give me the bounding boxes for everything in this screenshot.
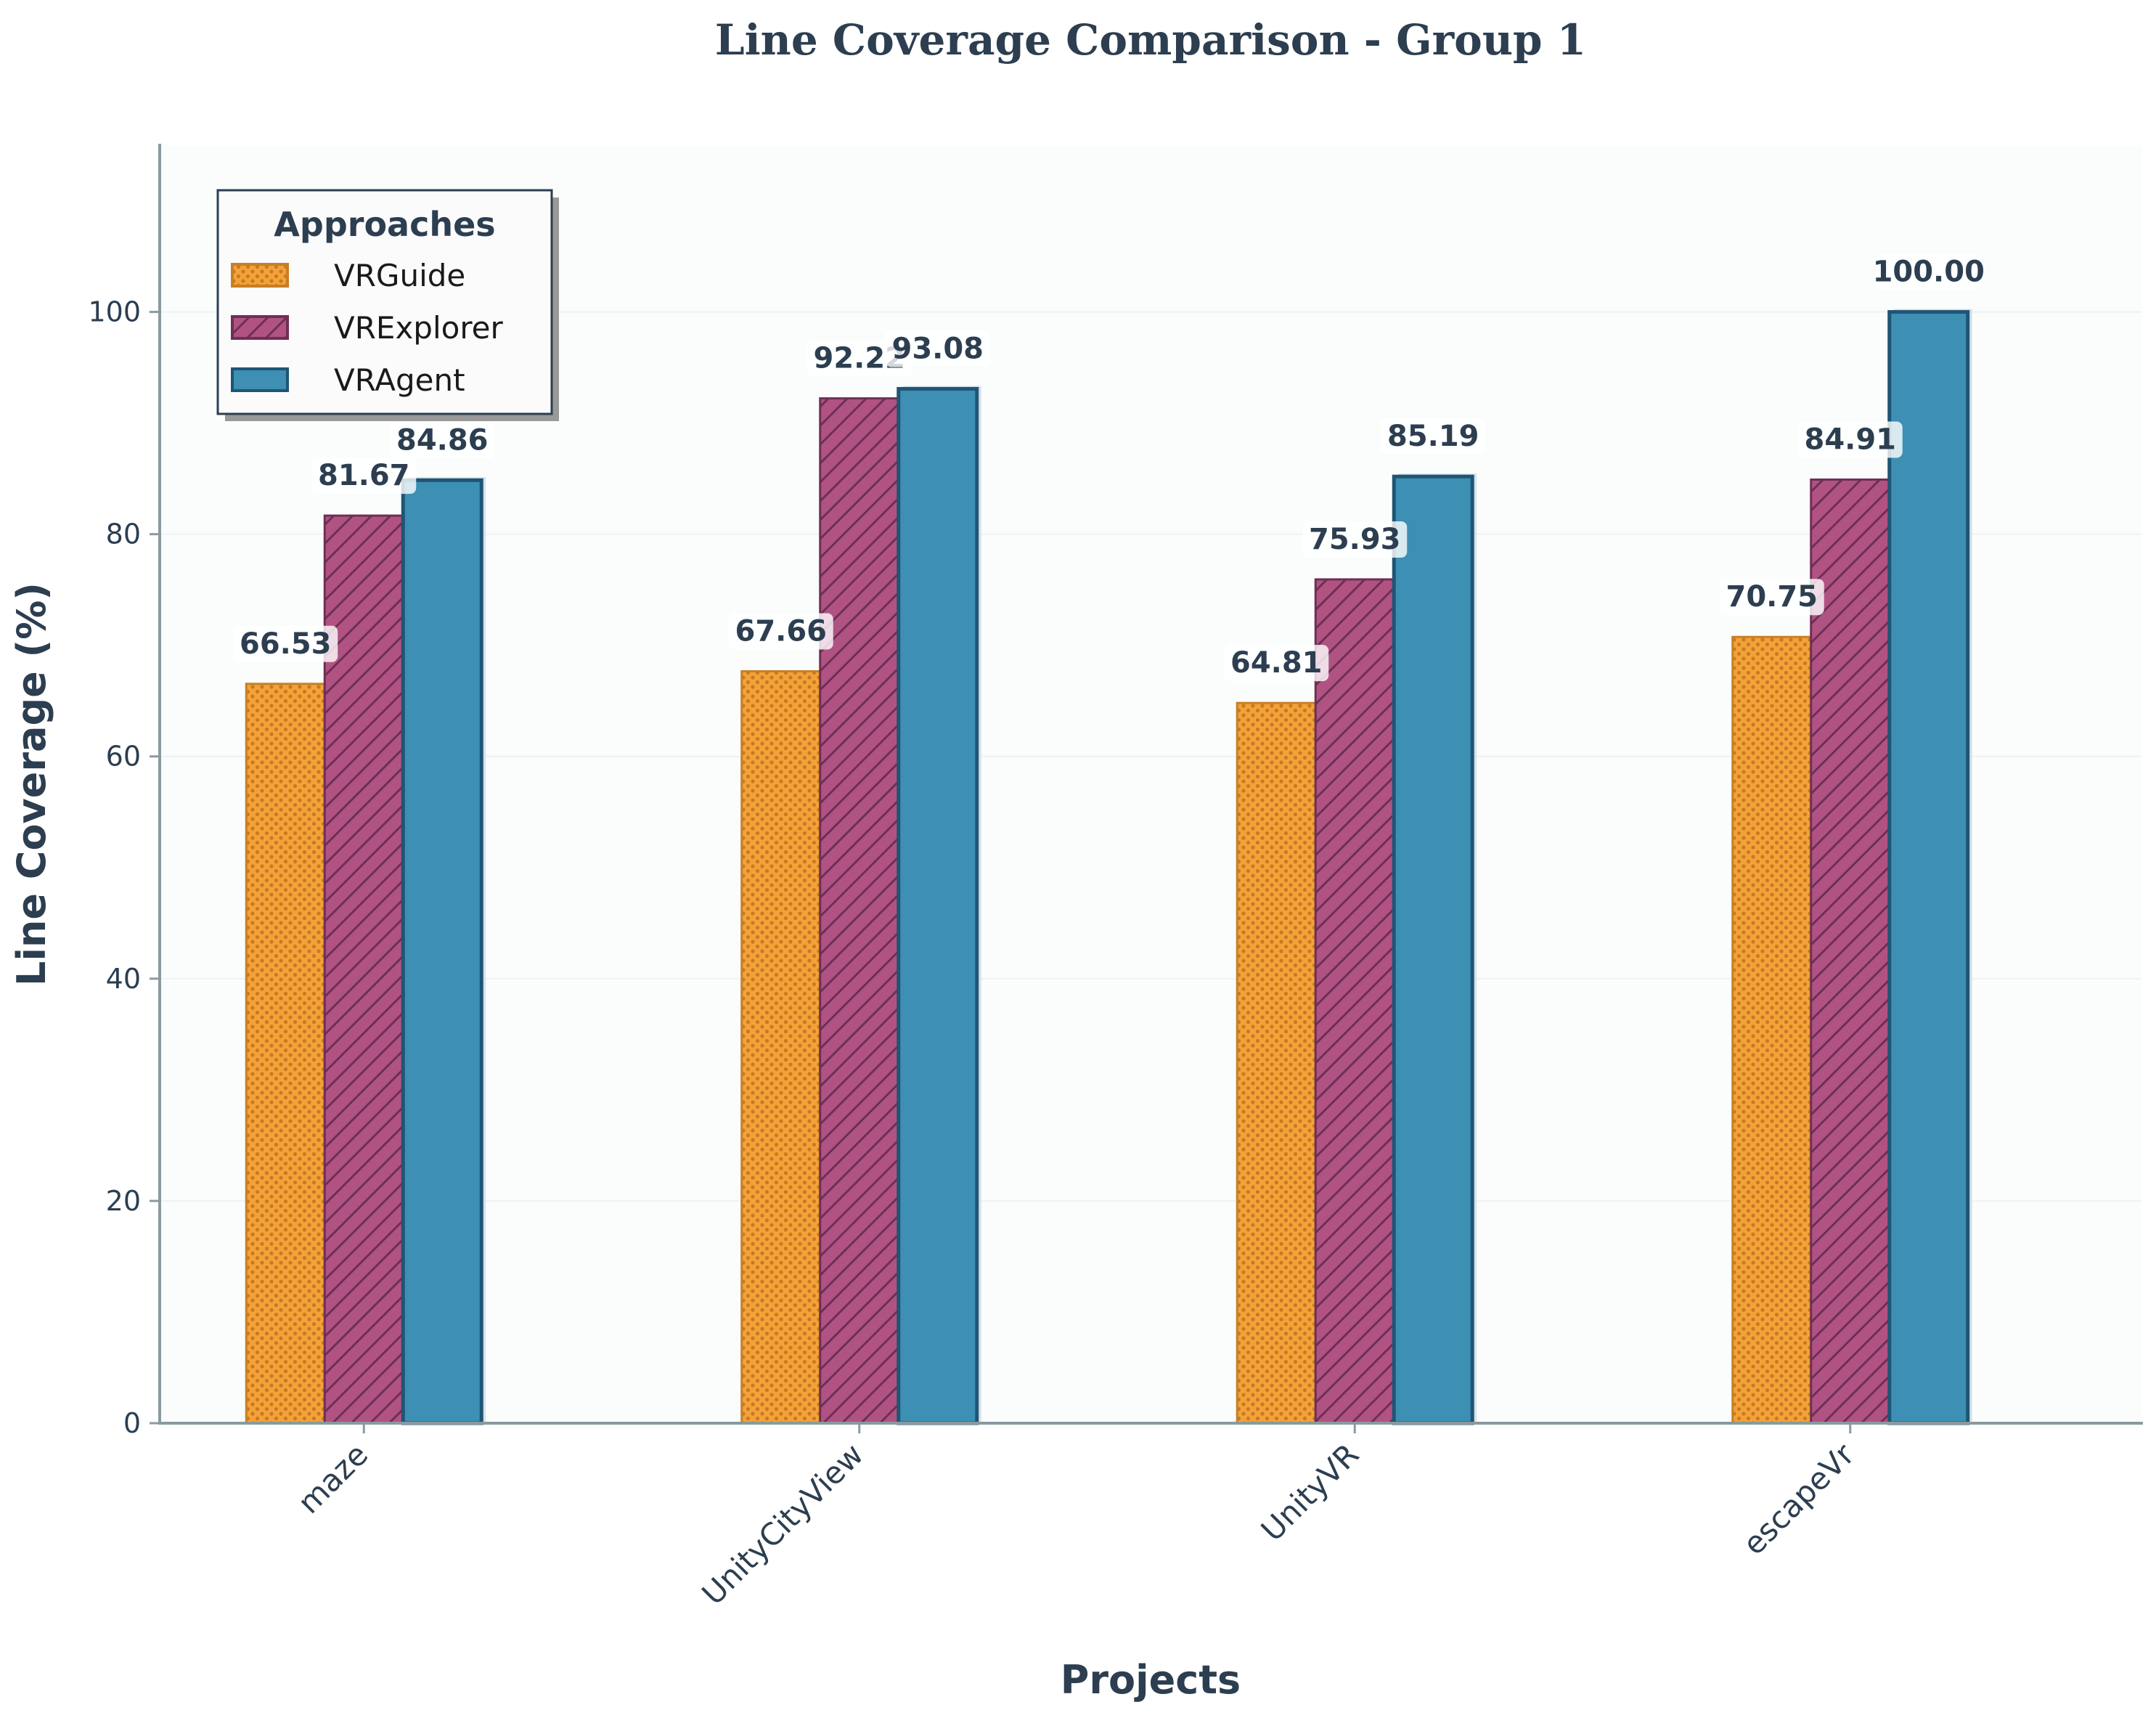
- value-label: 93.08: [891, 332, 984, 365]
- x-tick-label: escapeVr: [1736, 1436, 1861, 1562]
- value-label-box: [311, 457, 417, 494]
- legend-swatch-outline: [231, 367, 289, 392]
- y-tick-label: 20: [106, 1185, 141, 1217]
- bar-vragent: [403, 480, 482, 1423]
- value-label: 85.19: [1387, 420, 1479, 453]
- y-ticks: 0 20 40 60 80 100: [88, 296, 160, 1439]
- legend-label: VRExplorer: [334, 310, 504, 346]
- value-label-box: [1224, 645, 1329, 682]
- x-tick-label: maze: [291, 1436, 375, 1520]
- y-tick-label: 40: [106, 963, 141, 995]
- legend-swatch-outline: [231, 315, 289, 340]
- value-label: 81.67: [318, 459, 410, 492]
- value-label: 75.93: [1309, 523, 1401, 556]
- value-label-box: [1719, 579, 1824, 616]
- bar-hatch: [741, 671, 820, 1423]
- chart-title: Line Coverage Comparison - Group 1: [715, 15, 1586, 65]
- bar-hatch: [324, 516, 404, 1423]
- bar-hatch: [246, 683, 325, 1423]
- legend-swatch: [232, 369, 287, 391]
- bar-vragent: [1394, 476, 1473, 1423]
- value-label-box: [885, 330, 990, 367]
- x-axis-label: Projects: [1061, 1657, 1241, 1703]
- value-label-box: [728, 613, 833, 650]
- legend-title: Approaches: [274, 205, 495, 244]
- y-tick-label: 0: [123, 1407, 141, 1439]
- bar-hatch: [1315, 579, 1395, 1423]
- x-ticks: maze UnityCityView UnityVR escapeVr: [291, 1423, 1861, 1612]
- value-label-box: [1797, 421, 1903, 458]
- bar-hatch: [1732, 637, 1811, 1423]
- value-label-box: [390, 422, 495, 459]
- value-label-box: [1381, 418, 1486, 455]
- value-label-box: [1302, 521, 1408, 558]
- x-tick-label: UnityVR: [1254, 1436, 1366, 1548]
- y-axis-label: Line Coverage (%): [9, 582, 54, 986]
- y-tick-label: 60: [106, 741, 141, 773]
- value-label-box: [1876, 253, 1981, 290]
- bar-hatch: [820, 398, 899, 1423]
- value-label: 70.75: [1726, 580, 1818, 614]
- value-label: 64.81: [1230, 646, 1323, 680]
- y-tick-label: 80: [106, 518, 141, 550]
- legend-label: VRAgent: [334, 362, 465, 398]
- legend-swatch-hatch: [232, 317, 287, 338]
- y-tick-label: 100: [88, 296, 141, 328]
- value-label: 84.86: [396, 423, 489, 457]
- value-label: 66.53: [240, 627, 332, 661]
- legend: Approaches VRGuide VRExplorer VRAgent: [216, 189, 559, 421]
- legend-swatch-outline: [231, 263, 289, 288]
- x-tick-label: UnityCityView: [695, 1436, 870, 1611]
- bar-hatch: [1810, 479, 1890, 1423]
- bars: [245, 309, 1972, 1425]
- bar-vragent: [898, 388, 977, 1423]
- value-label: 84.91: [1804, 423, 1896, 457]
- value-label: 100.00: [1873, 256, 1985, 289]
- bar-vragent: [1889, 312, 1968, 1424]
- value-label: 67.66: [735, 615, 827, 648]
- bar-hatch: [1237, 703, 1316, 1423]
- value-label-box: [233, 625, 338, 662]
- legend-label: VRGuide: [334, 258, 465, 293]
- legend-swatch-hatch: [232, 264, 287, 286]
- value-labels: 66.5381.6784.8667.6692.2293.0864.8175.93…: [233, 253, 1985, 682]
